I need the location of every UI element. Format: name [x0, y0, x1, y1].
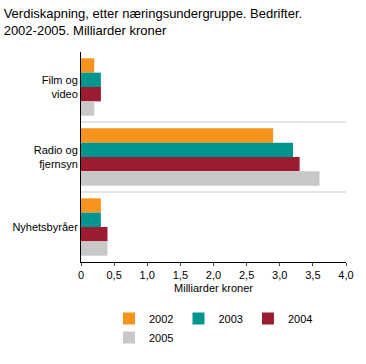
svg-text:4,0: 4,0 — [338, 269, 353, 281]
svg-text:3,0: 3,0 — [272, 269, 287, 281]
svg-text:2003: 2003 — [218, 313, 242, 325]
svg-text:2002: 2002 — [149, 313, 173, 325]
svg-text:1,0: 1,0 — [140, 269, 155, 281]
svg-text:Nyhetsbyråer: Nyhetsbyråer — [12, 221, 78, 233]
svg-text:1,5: 1,5 — [173, 269, 188, 281]
svg-text:0,5: 0,5 — [106, 269, 121, 281]
svg-text:Verdiskapning, etter næringsun: Verdiskapning, etter næringsundergruppe.… — [4, 6, 302, 38]
svg-text:2004: 2004 — [288, 313, 312, 325]
svg-text:2,0: 2,0 — [206, 269, 221, 281]
svg-text:2005: 2005 — [149, 332, 173, 344]
svg-text:Radio ogfjernsyn: Radio ogfjernsyn — [34, 144, 78, 170]
svg-text:0: 0 — [78, 269, 84, 281]
svg-text:Milliarder kroner: Milliarder kroner — [174, 282, 253, 294]
svg-text:2,5: 2,5 — [239, 269, 254, 281]
svg-text:3,5: 3,5 — [305, 269, 320, 281]
svg-text:Film ogvideo: Film ogvideo — [42, 74, 78, 100]
